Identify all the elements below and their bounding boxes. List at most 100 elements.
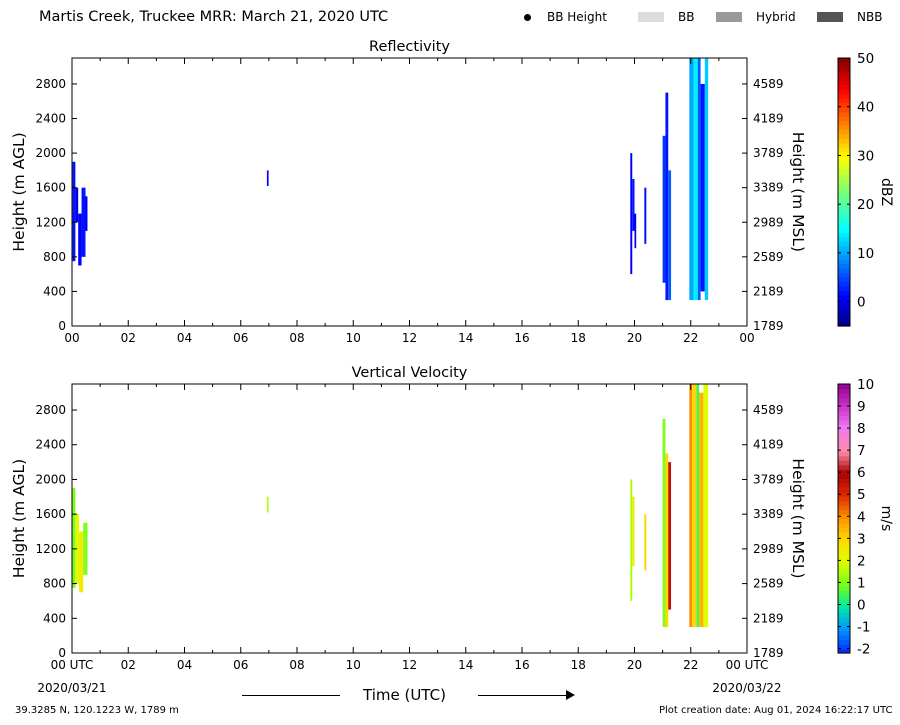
arrow-line-right [478, 695, 570, 696]
colorbar-segment [838, 98, 850, 104]
chart-header-title: Martis Creek, Truckee MRR: March 21, 202… [39, 9, 389, 25]
colorbar-tick-label: 2 [857, 553, 866, 569]
colorbar-segment [838, 536, 850, 542]
colorbar-segment [838, 612, 850, 618]
data-cell [78, 213, 82, 266]
y-right-tick-label: 2189 [753, 284, 784, 298]
colorbar-segment [838, 214, 850, 220]
colorbar-segment [838, 125, 850, 131]
colorbar-segment [838, 626, 850, 632]
colorbar-segment [838, 522, 850, 529]
colorbar-segment [838, 259, 850, 265]
colorbar-segment [838, 254, 850, 260]
colorbar-tick-label: 40 [857, 100, 874, 116]
data-cell [689, 384, 693, 627]
data-cell [697, 58, 701, 301]
y-right-tick-label: 4189 [753, 112, 784, 126]
y-tick-label: 1200 [35, 215, 66, 229]
colorbar-tick-label: 1 [857, 575, 866, 591]
colorbar-segment [838, 424, 850, 430]
colorbar-segment [838, 178, 850, 184]
colorbar-segment [838, 558, 850, 564]
data-cell [72, 488, 76, 588]
y-tick-label: 2000 [35, 472, 66, 486]
colorbar-segment [838, 299, 850, 305]
x-tick-label: 08 [289, 658, 304, 672]
colorbar-segment [838, 232, 850, 238]
colorbar-segment [838, 294, 850, 300]
colorbar-segment [838, 209, 850, 215]
colorbar-segment [838, 482, 850, 488]
colorbar-segment [838, 545, 850, 551]
colorbar-tick-label: 10 [857, 377, 874, 393]
x-tick-label: 04 [177, 658, 192, 672]
colorbar-segment [838, 317, 850, 323]
data-cell [689, 58, 694, 301]
colorbar-segment [838, 540, 850, 546]
x-tick-label: 10 [346, 331, 361, 345]
x-date-right: 2020/03/22 [712, 681, 781, 695]
x-tick-label: 20 [627, 331, 642, 345]
y-axis-label-right: Height (m MSL) [789, 458, 807, 578]
x-tick-label: 06 [233, 331, 248, 345]
colorbar-segment [838, 272, 850, 278]
data-cell [644, 187, 647, 244]
colorbar-segment [838, 460, 850, 466]
colorbar-segment [838, 491, 850, 497]
colorbar-segment [838, 572, 850, 578]
colorbar-segment [838, 169, 850, 175]
colorbar-segment [838, 290, 850, 296]
y-tick-label: 400 [43, 284, 66, 298]
x-tick-label: 00 [739, 331, 754, 345]
colorbar-segment [838, 415, 850, 421]
colorbar-segment [838, 509, 850, 515]
colorbar-segment [838, 120, 850, 126]
colorbar-segment [838, 487, 850, 493]
data-cell [665, 453, 669, 627]
y-tick-label: 0 [58, 319, 66, 333]
colorbar-segment [838, 464, 850, 470]
legend-label: BB [678, 10, 695, 24]
data-cell [662, 135, 666, 283]
colorbar-segment [838, 227, 850, 233]
y-tick-label: 2800 [35, 403, 66, 417]
colorbar-frame [837, 383, 851, 654]
colorbar-label: m/s [878, 506, 894, 532]
colorbar-tick-label: 9 [857, 399, 866, 415]
colorbar-segment [838, 133, 850, 139]
x-tick-label: 10 [346, 658, 361, 672]
data-cell [79, 531, 84, 593]
colorbar-segment [838, 89, 850, 95]
colorbar-tick-label: 7 [857, 443, 866, 459]
colorbar-segment [838, 518, 850, 524]
colorbar-segment [838, 567, 850, 573]
panel-title: Vertical Velocity [352, 365, 468, 381]
colorbar-tick-label: 30 [857, 148, 874, 164]
legend-label: Hybrid [756, 10, 796, 24]
legend-item-nbb: NBB [817, 10, 882, 24]
arrow-right-icon [566, 690, 575, 700]
colorbar-segment [838, 428, 850, 434]
colorbar-tick-label: 0 [857, 597, 866, 613]
colorbar-segment [838, 75, 850, 81]
colorbar-segment [838, 433, 850, 439]
y-right-tick-label: 3389 [753, 181, 784, 195]
colorbar-segment [838, 116, 850, 122]
data-cell [692, 384, 697, 627]
colorbar-segment [838, 401, 850, 408]
colorbar-tick-label: 6 [857, 465, 866, 481]
colorbar-label: dBZ [878, 178, 894, 206]
y-right-tick-label: 2989 [753, 215, 784, 229]
colorbar-segment [838, 80, 850, 86]
colorbar-segment [838, 437, 850, 443]
y-tick-label: 2000 [35, 146, 66, 160]
legend-item-bb-height: BB Height [524, 10, 607, 24]
colorbar-tick-label: 20 [857, 197, 874, 213]
dot-icon [524, 13, 531, 21]
colorbar-segment [838, 93, 850, 99]
colorbar-segment [838, 505, 850, 511]
data-cell [696, 384, 700, 627]
x-tick-label: 22 [683, 658, 698, 672]
y-right-tick-label: 3389 [753, 507, 784, 521]
